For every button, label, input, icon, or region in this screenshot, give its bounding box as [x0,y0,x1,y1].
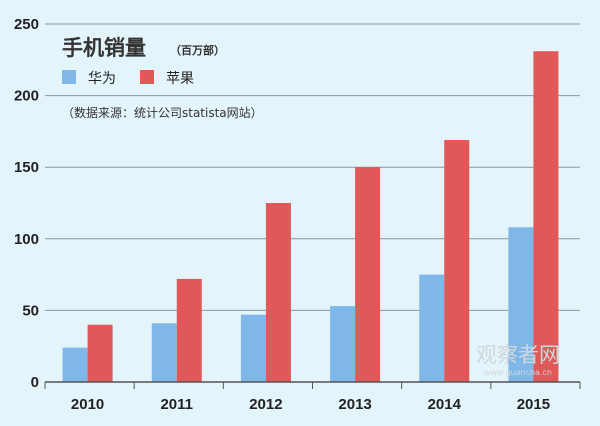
bar-apple-2014 [444,139,470,382]
legend: 华为 苹果 [62,70,194,87]
data-source-note: （数据来源：统计公司statista网站） [62,105,263,120]
y-tick-label-100: 100 [14,231,39,248]
x-tick-labels: 2010 2011 2012 2013 2014 2015 [71,396,550,413]
x-tick-label-2015: 2015 [517,396,550,413]
x-tick-label-2013: 2013 [338,396,371,413]
y-tick-label-200: 200 [14,88,39,105]
x-tick-label-2010: 2010 [71,396,104,413]
legend-swatch-huawei [62,70,76,84]
chart-title: 手机销量 [62,36,146,60]
y-tick-label-50: 50 [22,302,39,319]
bar-apple-2011 [176,278,202,382]
watermark-logo-text: 观察者网 [476,343,560,367]
gridlines [45,23,580,311]
bar-huawei-2014 [419,274,445,382]
y-tick-label-250: 250 [14,16,39,33]
bar-huawei-2010 [62,347,88,382]
axes [44,381,581,389]
bar-apple-2010 [87,324,113,382]
legend-swatch-apple [140,70,154,84]
bar-apple-2015 [533,51,559,382]
chart-unit: （百万部） [170,43,225,57]
bar-huawei-2015 [508,227,534,382]
watermark: 观察者网 www.guancha.cn [476,343,560,377]
bar-huawei-2013 [330,306,356,382]
legend-label-huawei: 华为 [88,71,116,87]
x-tick-label-2011: 2011 [160,396,193,413]
x-tick-label-2012: 2012 [249,396,282,413]
watermark-url: www.guancha.cn [484,368,552,377]
x-tick-label-2014: 2014 [428,396,462,413]
y-tick-label-0: 0 [31,374,39,391]
y-tick-label-150: 150 [14,159,39,176]
legend-label-apple: 苹果 [166,71,194,87]
bars [62,51,559,382]
bar-apple-2012 [265,203,291,382]
bar-huawei-2012 [240,314,266,382]
bar-apple-2013 [355,167,381,382]
y-tick-labels: 0 50 100 150 200 250 [14,16,39,391]
bar-huawei-2011 [151,323,177,382]
